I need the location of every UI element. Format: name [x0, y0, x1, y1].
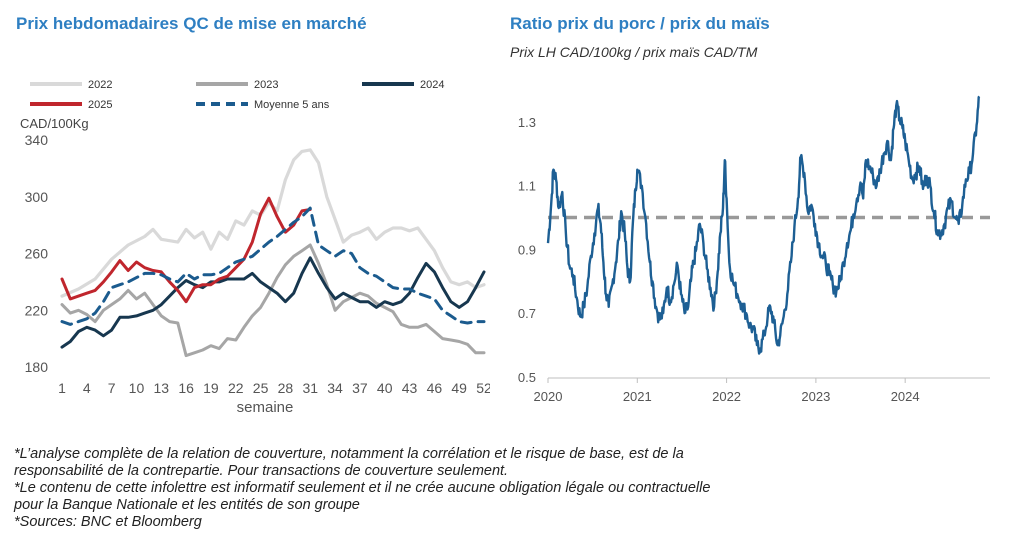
x-tick-label: 1	[58, 380, 66, 396]
x-axis-label: semaine	[237, 399, 294, 416]
x-tick-label: 2024	[891, 389, 920, 404]
x-tick-label: 34	[327, 380, 343, 396]
footnote-line: responsabilité de la contrepartie. Pour …	[14, 463, 509, 479]
x-tick-label: 2022	[712, 389, 741, 404]
y-tick-label: 220	[25, 302, 49, 318]
series-line	[60, 206, 486, 326]
right-chart-title: Ratio prix du porc / prix du maïs	[510, 14, 770, 33]
x-tick-label: 4	[83, 380, 91, 396]
x-tick-label: 43	[402, 380, 418, 396]
x-tick-label: 2021	[623, 389, 652, 404]
footnote-line: pour la Banque Nationale et les entités …	[14, 497, 360, 513]
left-chart-title: Prix hebdomadaires QC de mise en marché	[16, 14, 367, 33]
footnote-line: *L’analyse complète de la relation de co…	[14, 446, 684, 462]
x-tick-label: 25	[253, 380, 269, 396]
series-line	[60, 148, 486, 298]
y-tick-label: 0.5	[518, 370, 536, 385]
x-tick-label: 46	[427, 380, 443, 396]
x-tick-label: 16	[178, 380, 194, 396]
legend-label: 2022	[88, 79, 112, 91]
x-tick-label: 19	[203, 380, 219, 396]
hog-corn-ratio-chart: 0.5 0.7 0.9 1.1 1.3 2020 2021 2022 2023 2024	[518, 95, 990, 404]
x-tick-label: 31	[302, 380, 318, 396]
footnote-line: *Sources: BNC et Bloomberg	[14, 514, 202, 530]
x-tick-label: 28	[278, 380, 294, 396]
legend-label: Moyenne 5 ans	[254, 99, 330, 111]
y-tick-label: 0.7	[518, 306, 536, 321]
x-tick-label: 22	[228, 380, 244, 396]
y-tick-label: 300	[25, 189, 49, 205]
legend-label: 2024	[420, 79, 444, 91]
y-tick-label: 1.3	[518, 115, 536, 130]
series-line	[60, 256, 486, 349]
x-tick-label: 10	[129, 380, 145, 396]
legend-label: 2023	[254, 79, 278, 91]
x-tick-label: 37	[352, 380, 368, 396]
y-tick-label: 260	[25, 246, 49, 262]
ratio-series-line	[546, 95, 981, 355]
weekly-price-chart: 2022 2023 2024 2025 Moyenne 5 ans CAD/100Kg 18…	[20, 79, 490, 416]
y-tick-label: 180	[25, 359, 49, 375]
legend-label: 2025	[88, 99, 112, 111]
x-tick-label: 2020	[534, 389, 563, 404]
right-chart-subtitle: Prix LH CAD/100kg / prix maïs CAD/TM	[510, 44, 758, 60]
y-tick-label: 0.9	[518, 242, 536, 257]
series-line	[60, 243, 486, 358]
x-tick-label: 13	[154, 380, 170, 396]
y-axis-label: CAD/100Kg	[20, 116, 89, 131]
footnotes: *L’analyse complète de la relation de co…	[14, 446, 914, 531]
footnote-line: *Le contenu de cette infolettre est info…	[14, 480, 711, 496]
x-tick-label: 49	[451, 380, 467, 396]
y-tick-label: 340	[25, 132, 49, 148]
x-tick-label: 40	[377, 380, 393, 396]
series-line	[60, 196, 312, 304]
y-tick-label: 1.1	[518, 179, 536, 194]
x-tick-label: 7	[108, 380, 116, 396]
x-tick-label: 52	[476, 380, 490, 396]
x-tick-label: 2023	[801, 389, 830, 404]
